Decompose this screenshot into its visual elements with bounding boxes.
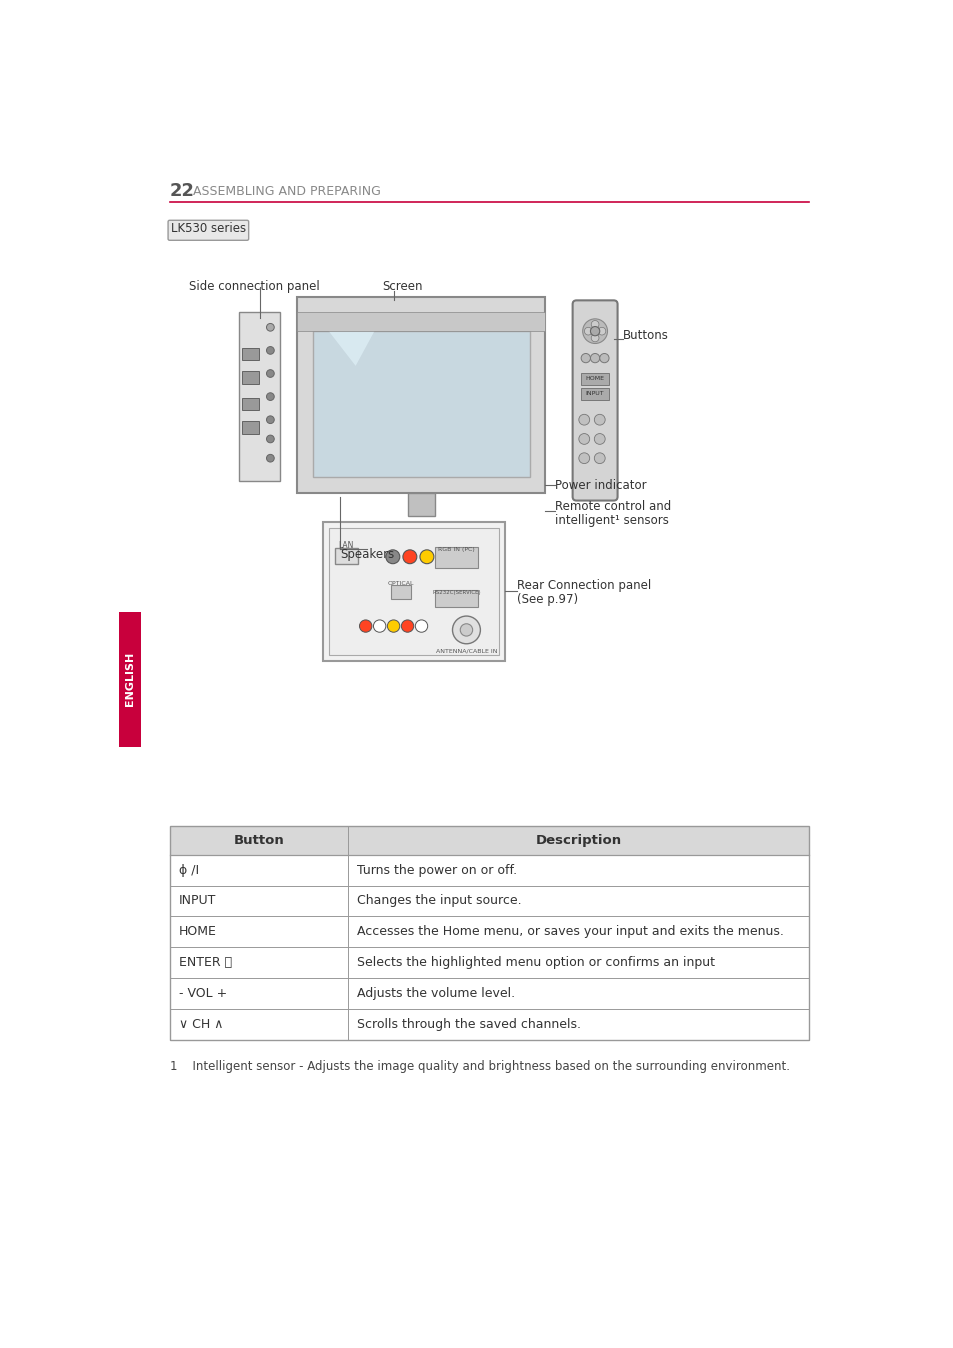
Text: (See p.97): (See p.97) [517, 593, 578, 605]
Text: RS232C(SERVICE): RS232C(SERVICE) [432, 590, 480, 596]
Bar [435, 590, 477, 607]
Circle shape [584, 328, 592, 336]
Circle shape [582, 319, 607, 344]
Circle shape [580, 353, 590, 363]
Circle shape [594, 453, 604, 464]
Bar [241, 421, 258, 434]
Bar [329, 528, 498, 655]
Bar [241, 348, 258, 360]
Circle shape [419, 550, 434, 563]
Text: ∨ CH ∧: ∨ CH ∧ [179, 1018, 223, 1031]
Bar [241, 371, 258, 384]
Circle shape [594, 434, 604, 445]
Circle shape [373, 620, 385, 632]
Circle shape [266, 369, 274, 377]
Circle shape [401, 620, 414, 632]
Text: Adjusts the volume level.: Adjusts the volume level. [356, 987, 515, 1000]
Text: 1    Intelligent sensor - Adjusts the image quality and brightness based on the : 1 Intelligent sensor - Adjusts the image… [170, 1060, 789, 1073]
Text: Selects the highlighted menu option or confirms an input: Selects the highlighted menu option or c… [356, 956, 715, 969]
Bar [323, 522, 505, 661]
Text: ASSEMBLING AND PREPARING: ASSEMBLING AND PREPARING [193, 185, 380, 198]
Text: Buttons: Buttons [622, 329, 668, 341]
Text: Scrolls through the saved channels.: Scrolls through the saved channels. [356, 1018, 580, 1031]
Bar [380, 530, 462, 539]
Text: INPUT: INPUT [585, 391, 604, 396]
Bar [313, 332, 530, 477]
Circle shape [578, 453, 589, 464]
Circle shape [590, 353, 599, 363]
Text: - VOL +: - VOL + [179, 987, 227, 1000]
Circle shape [387, 620, 399, 632]
Text: ANTENNA/CABLE IN: ANTENNA/CABLE IN [436, 648, 497, 654]
Bar [170, 1008, 808, 1039]
Circle shape [266, 454, 274, 462]
Circle shape [415, 620, 427, 632]
Circle shape [402, 550, 416, 563]
Text: LAN: LAN [338, 541, 354, 550]
Bar [580, 373, 608, 386]
Text: ENTER Ⓣ: ENTER Ⓣ [179, 956, 232, 969]
Text: INPUT: INPUT [179, 895, 216, 907]
Bar [580, 388, 608, 400]
Circle shape [591, 321, 598, 328]
Circle shape [266, 346, 274, 355]
Bar [170, 917, 808, 948]
Circle shape [594, 414, 604, 425]
Text: HOME: HOME [179, 925, 216, 938]
Circle shape [591, 334, 598, 342]
Bar [170, 948, 808, 977]
Bar [170, 886, 808, 917]
Bar [407, 493, 435, 516]
Bar [297, 297, 545, 493]
Circle shape [452, 616, 480, 644]
Text: intelligent¹ sensors: intelligent¹ sensors [555, 514, 668, 527]
Bar [170, 977, 808, 1008]
Bar [335, 547, 357, 565]
Text: Speakers: Speakers [340, 547, 394, 561]
Circle shape [598, 328, 605, 336]
Circle shape [266, 417, 274, 423]
Text: Accesses the Home menu, or saves your input and exits the menus.: Accesses the Home menu, or saves your in… [356, 925, 783, 938]
FancyBboxPatch shape [572, 301, 617, 500]
Circle shape [385, 550, 399, 563]
Text: RGB IN (PC): RGB IN (PC) [437, 546, 475, 551]
Text: OPTICAL: OPTICAL [387, 581, 414, 586]
Text: Button: Button [233, 833, 284, 847]
Bar [241, 398, 258, 411]
Circle shape [578, 414, 589, 425]
Text: Rear Connection panel: Rear Connection panel [517, 578, 650, 592]
Bar [170, 825, 808, 1039]
Text: Side connection panel: Side connection panel [189, 280, 319, 293]
Bar [170, 825, 808, 855]
Text: Power indicator: Power indicator [555, 479, 646, 492]
Text: 22: 22 [170, 182, 194, 200]
Text: Screen: Screen [382, 280, 423, 293]
Circle shape [266, 392, 274, 400]
Polygon shape [316, 315, 382, 365]
Bar [170, 855, 808, 886]
Text: Description: Description [535, 833, 620, 847]
Text: ϕ /I: ϕ /I [179, 864, 199, 876]
Text: ENGLISH: ENGLISH [125, 652, 135, 706]
Circle shape [459, 624, 472, 636]
Circle shape [599, 353, 608, 363]
Text: Remote control and: Remote control and [555, 500, 670, 514]
Circle shape [266, 435, 274, 442]
Bar [391, 585, 410, 599]
Bar [119, 612, 141, 747]
Text: Changes the input source.: Changes the input source. [356, 895, 521, 907]
FancyBboxPatch shape [168, 220, 249, 240]
Circle shape [359, 620, 372, 632]
Text: Turns the power on or off.: Turns the power on or off. [356, 864, 517, 876]
Text: HOME: HOME [585, 376, 604, 380]
Bar [297, 311, 545, 332]
Circle shape [266, 324, 274, 332]
Circle shape [578, 434, 589, 445]
Text: LK530 series: LK530 series [171, 222, 246, 236]
Circle shape [590, 326, 599, 336]
Bar [239, 311, 279, 481]
Bar [435, 547, 477, 569]
